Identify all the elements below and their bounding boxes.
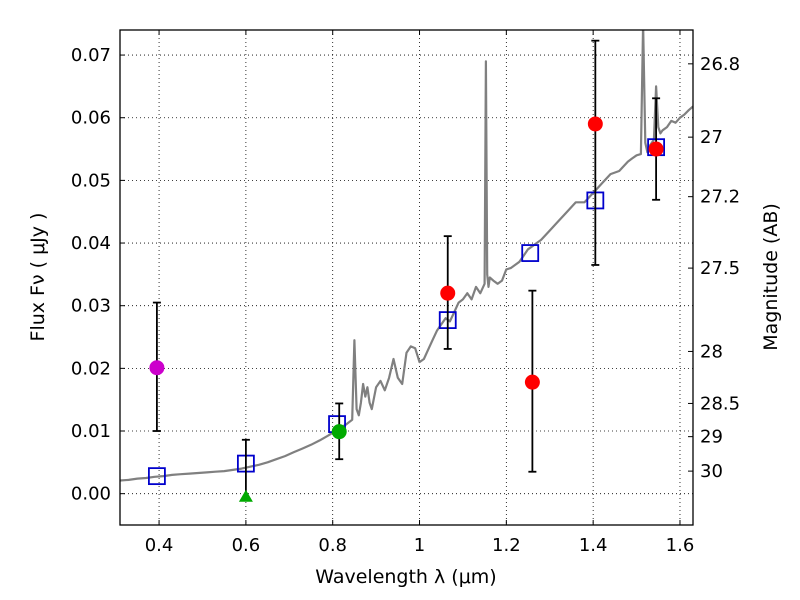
right-tick-label: 28.5 — [700, 393, 740, 414]
x-tick-label: 0.4 — [145, 535, 174, 556]
x-tick-label: 1 — [414, 535, 425, 556]
right-axis-label: Magnitude (AB) — [760, 203, 782, 351]
x-axis-label: Wavelength λ (μm) — [315, 566, 496, 588]
x-tick-label: 1.2 — [492, 535, 521, 556]
right-tick-label: 27.5 — [700, 258, 740, 279]
observed-point — [149, 360, 165, 376]
y-tick-label: 0.04 — [71, 233, 111, 254]
y-tick-label: 0.07 — [71, 45, 111, 66]
x-tick-label: 0.8 — [318, 535, 347, 556]
model-photometry-square — [147, 467, 166, 486]
right-tick-label: 27 — [700, 127, 723, 148]
x-tick-label: 0.6 — [232, 535, 261, 556]
right-tick-label: 29 — [700, 427, 723, 448]
y-tick-label: 0.00 — [71, 484, 111, 505]
right-tick-label: 30 — [700, 461, 723, 482]
axis-ticks: 0.4 0.6 0.8 1 1.2 1.4 1.6 0.00 0.01 0.02 0.03 0.04 0… — [71, 30, 740, 556]
plot-area — [120, 30, 693, 502]
x-tick-label: 1.6 — [666, 535, 695, 556]
y-tick-label: 0.02 — [71, 358, 111, 379]
observed-point — [524, 374, 540, 390]
y-tick-label: 0.03 — [71, 296, 111, 317]
y-tick-label: 0.05 — [71, 170, 111, 191]
model-photometry-square — [521, 244, 540, 262]
y-tick-label: 0.06 — [71, 108, 111, 129]
observed-point — [648, 141, 664, 157]
observed-point — [440, 285, 456, 301]
plot-frame — [119, 29, 694, 526]
x-tick-label: 1.4 — [579, 535, 608, 556]
right-tick-label: 26.8 — [700, 54, 740, 75]
y-axis-label: Flux Fν ( μJy ) — [27, 213, 49, 342]
y-tick-label: 0.01 — [71, 421, 111, 442]
grid-lines — [120, 30, 693, 525]
spectrum-line — [120, 30, 693, 482]
right-tick-label: 28 — [700, 341, 723, 362]
data-layer — [120, 30, 693, 502]
observed-point — [331, 424, 347, 440]
observed-point — [587, 116, 603, 132]
upper-limit-triangle — [238, 489, 253, 502]
right-tick-label: 27.2 — [700, 187, 740, 208]
